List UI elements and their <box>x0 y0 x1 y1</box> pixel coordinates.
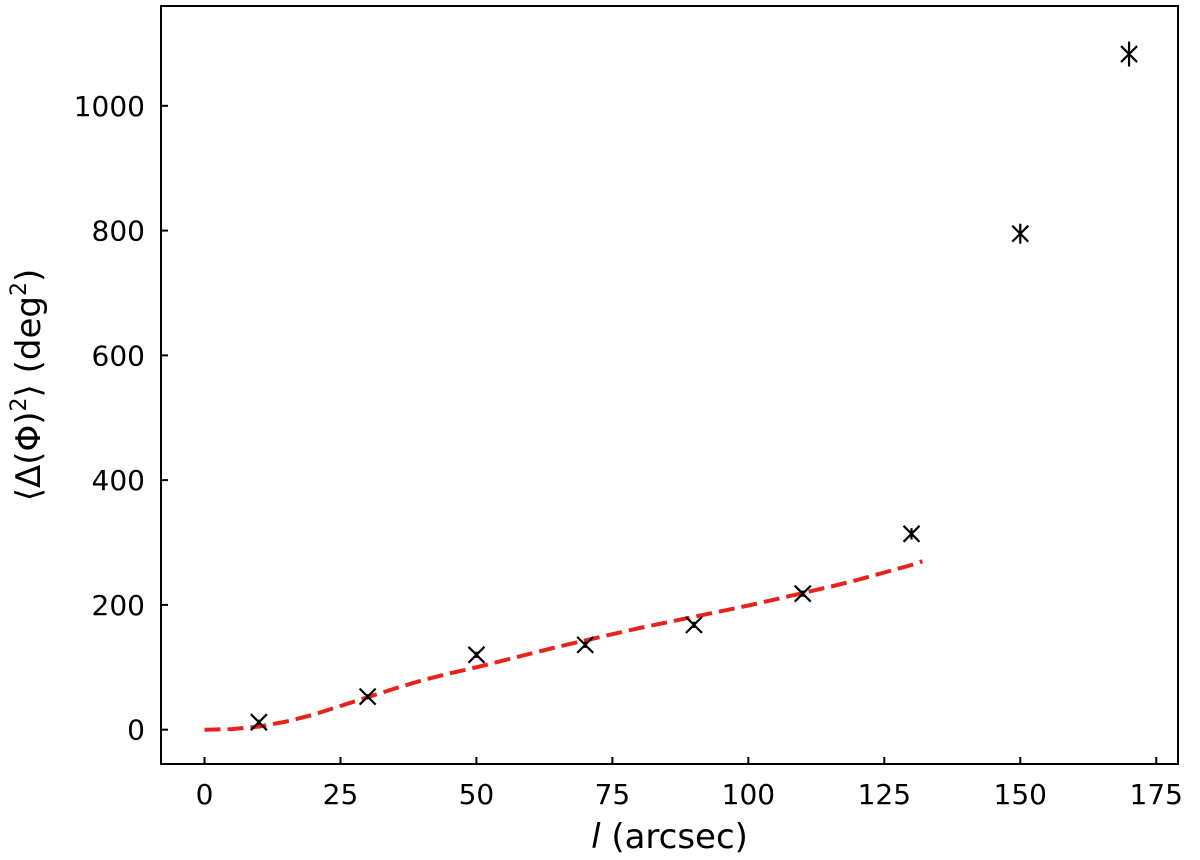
x-marker-stroke <box>250 713 268 731</box>
x-marker-stroke <box>576 636 594 654</box>
y-tick-label: 1000 <box>74 90 145 123</box>
fit-line <box>204 559 924 732</box>
x-tick-label: 150 <box>994 778 1047 811</box>
data-point <box>685 616 703 634</box>
data-point <box>902 525 921 543</box>
x-tick-label: 75 <box>595 778 631 811</box>
x-tick-label: 0 <box>196 778 214 811</box>
y-axis-label-superscript: 2 <box>7 282 32 296</box>
data-point <box>467 646 486 664</box>
x-tick-label: 25 <box>323 778 359 811</box>
y-tick-label: 400 <box>92 464 145 497</box>
data-point <box>793 584 812 603</box>
x-marker-stroke <box>1011 224 1030 243</box>
ticks-layer: 0 25 50 75 100 125 150 175 0 200 400 600 800 1000 <box>74 90 1183 811</box>
x-marker-stroke <box>467 646 486 664</box>
data-point <box>358 687 377 706</box>
data-point <box>576 636 594 654</box>
x-tick-label: 100 <box>722 778 775 811</box>
data-point <box>250 713 268 731</box>
x-tick-label: 125 <box>858 778 911 811</box>
x-tick-label: 50 <box>459 778 495 811</box>
plot-frame <box>160 5 1179 765</box>
y-axis-label-part: ⟩ (deg <box>9 296 49 397</box>
y-tick-label: 600 <box>92 339 145 372</box>
data-points-layer <box>250 41 1138 731</box>
y-axis-label-superscript: 2 <box>7 397 32 411</box>
data-point <box>1120 41 1138 67</box>
x-marker-stroke <box>902 525 921 543</box>
x-axis-label: l (arcsec) <box>591 817 748 857</box>
x-marker-stroke <box>685 616 703 634</box>
y-axis-label-part: ⟨Δ(Φ) <box>9 411 49 501</box>
x-axis-label-variable: l <box>591 817 601 857</box>
y-tick-label: 200 <box>92 589 145 622</box>
y-axis-label-part: ) <box>9 269 49 282</box>
data-point <box>1011 223 1030 244</box>
y-tick-label: 800 <box>92 215 145 248</box>
fit-line-layer <box>204 559 924 732</box>
y-axis-label: ⟨Δ(Φ)2⟩ (deg2) <box>7 269 49 502</box>
x-marker-stroke <box>793 584 812 603</box>
x-marker-stroke <box>358 687 377 706</box>
y-tick-label: 0 <box>127 714 145 747</box>
x-tick-label: 175 <box>1130 778 1183 811</box>
x-marker-stroke <box>1120 45 1138 63</box>
x-axis-label-unit: (arcsec) <box>601 817 748 857</box>
